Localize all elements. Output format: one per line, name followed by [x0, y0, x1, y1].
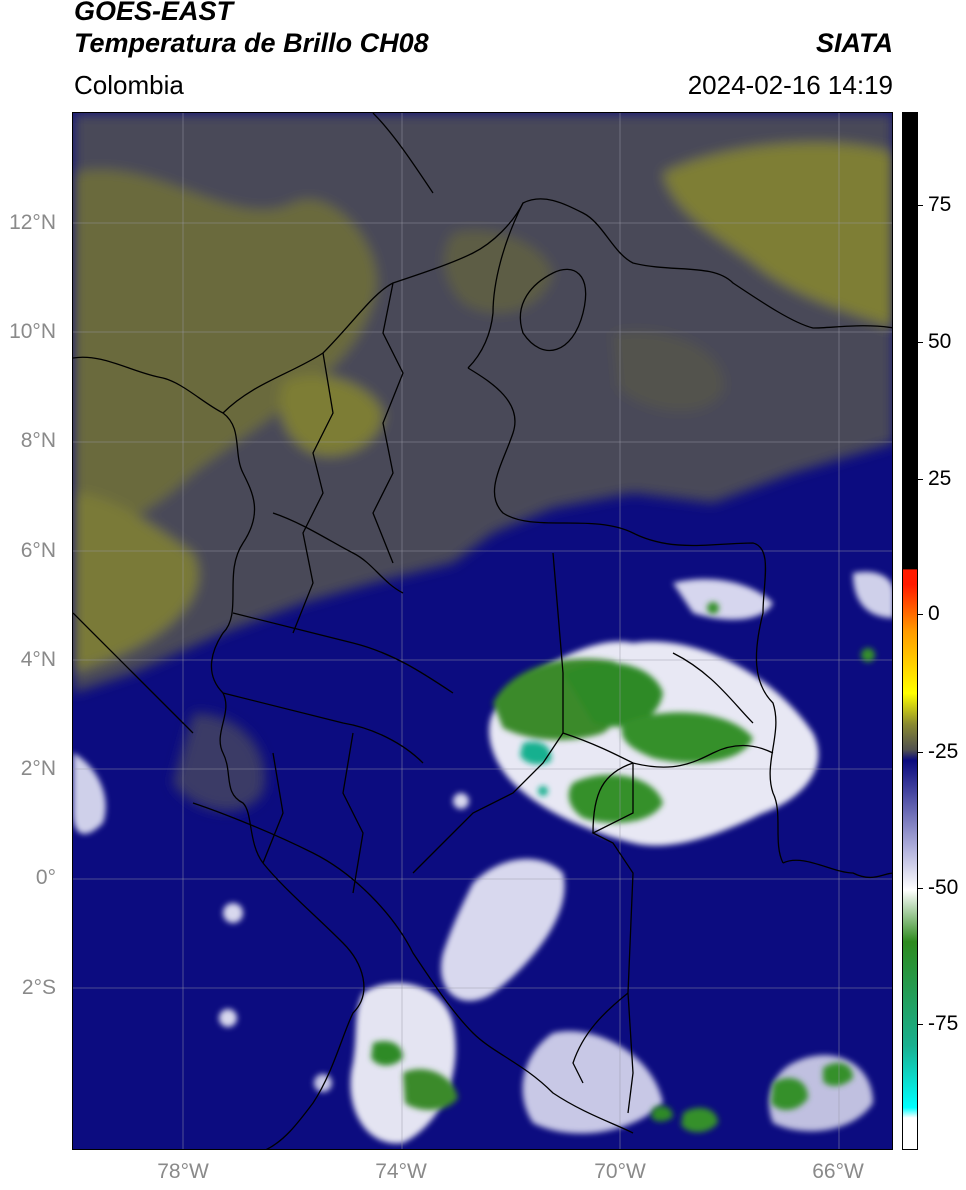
lat-label-6n: 6°N [20, 539, 56, 562]
colorbar-label-50: 50 [928, 330, 952, 353]
colorbar-tick [918, 342, 923, 343]
lat-label-4n: 4°N [20, 648, 56, 671]
colorbar-label-75: 75 [928, 193, 952, 216]
map-panel[interactable] [72, 112, 893, 1150]
colorbar-tick [918, 752, 923, 753]
temperature-colorbar [902, 112, 918, 1150]
colorbar-tick [918, 614, 923, 615]
colorbar-tick [918, 479, 923, 480]
lon-label-70w: 70°W [594, 1160, 646, 1183]
lon-label-66w: 66°W [812, 1160, 864, 1183]
colorbar-label-minus25: -25 [928, 740, 959, 763]
lat-label-2n: 2°N [20, 757, 56, 780]
lat-label-8n: 8°N [20, 429, 56, 452]
coastlines-borders [73, 113, 892, 1149]
lat-label-10n: 10°N [9, 320, 56, 343]
satellite-title: GOES-EAST [74, 0, 234, 26]
colorbar-label-0: 0 [928, 602, 940, 625]
organization-label: SIATA [816, 28, 893, 58]
lat-label-0: 0° [35, 866, 56, 889]
lat-label-2s: 2°S [21, 976, 56, 999]
datetime-label: 2024-02-16 14:19 [687, 70, 893, 100]
lat-label-12n: 12°N [9, 211, 56, 234]
satellite-map [73, 113, 892, 1149]
lon-label-78w: 78°W [157, 1160, 209, 1183]
lon-label-74w: 74°W [375, 1160, 427, 1183]
colorbar-label-minus75: -75 [928, 1012, 959, 1035]
region-label: Colombia [74, 70, 184, 100]
product-title: Temperatura de Brillo CH08 [74, 28, 429, 58]
colorbar-tick [918, 205, 923, 206]
colorbar-label-25: 25 [928, 467, 952, 490]
colorbar-tick [918, 1024, 923, 1025]
gridlines [73, 113, 892, 1149]
dry-air-region [73, 113, 892, 812]
colorbar-tick [918, 888, 923, 889]
colorbar-label-minus50: -50 [928, 876, 959, 899]
